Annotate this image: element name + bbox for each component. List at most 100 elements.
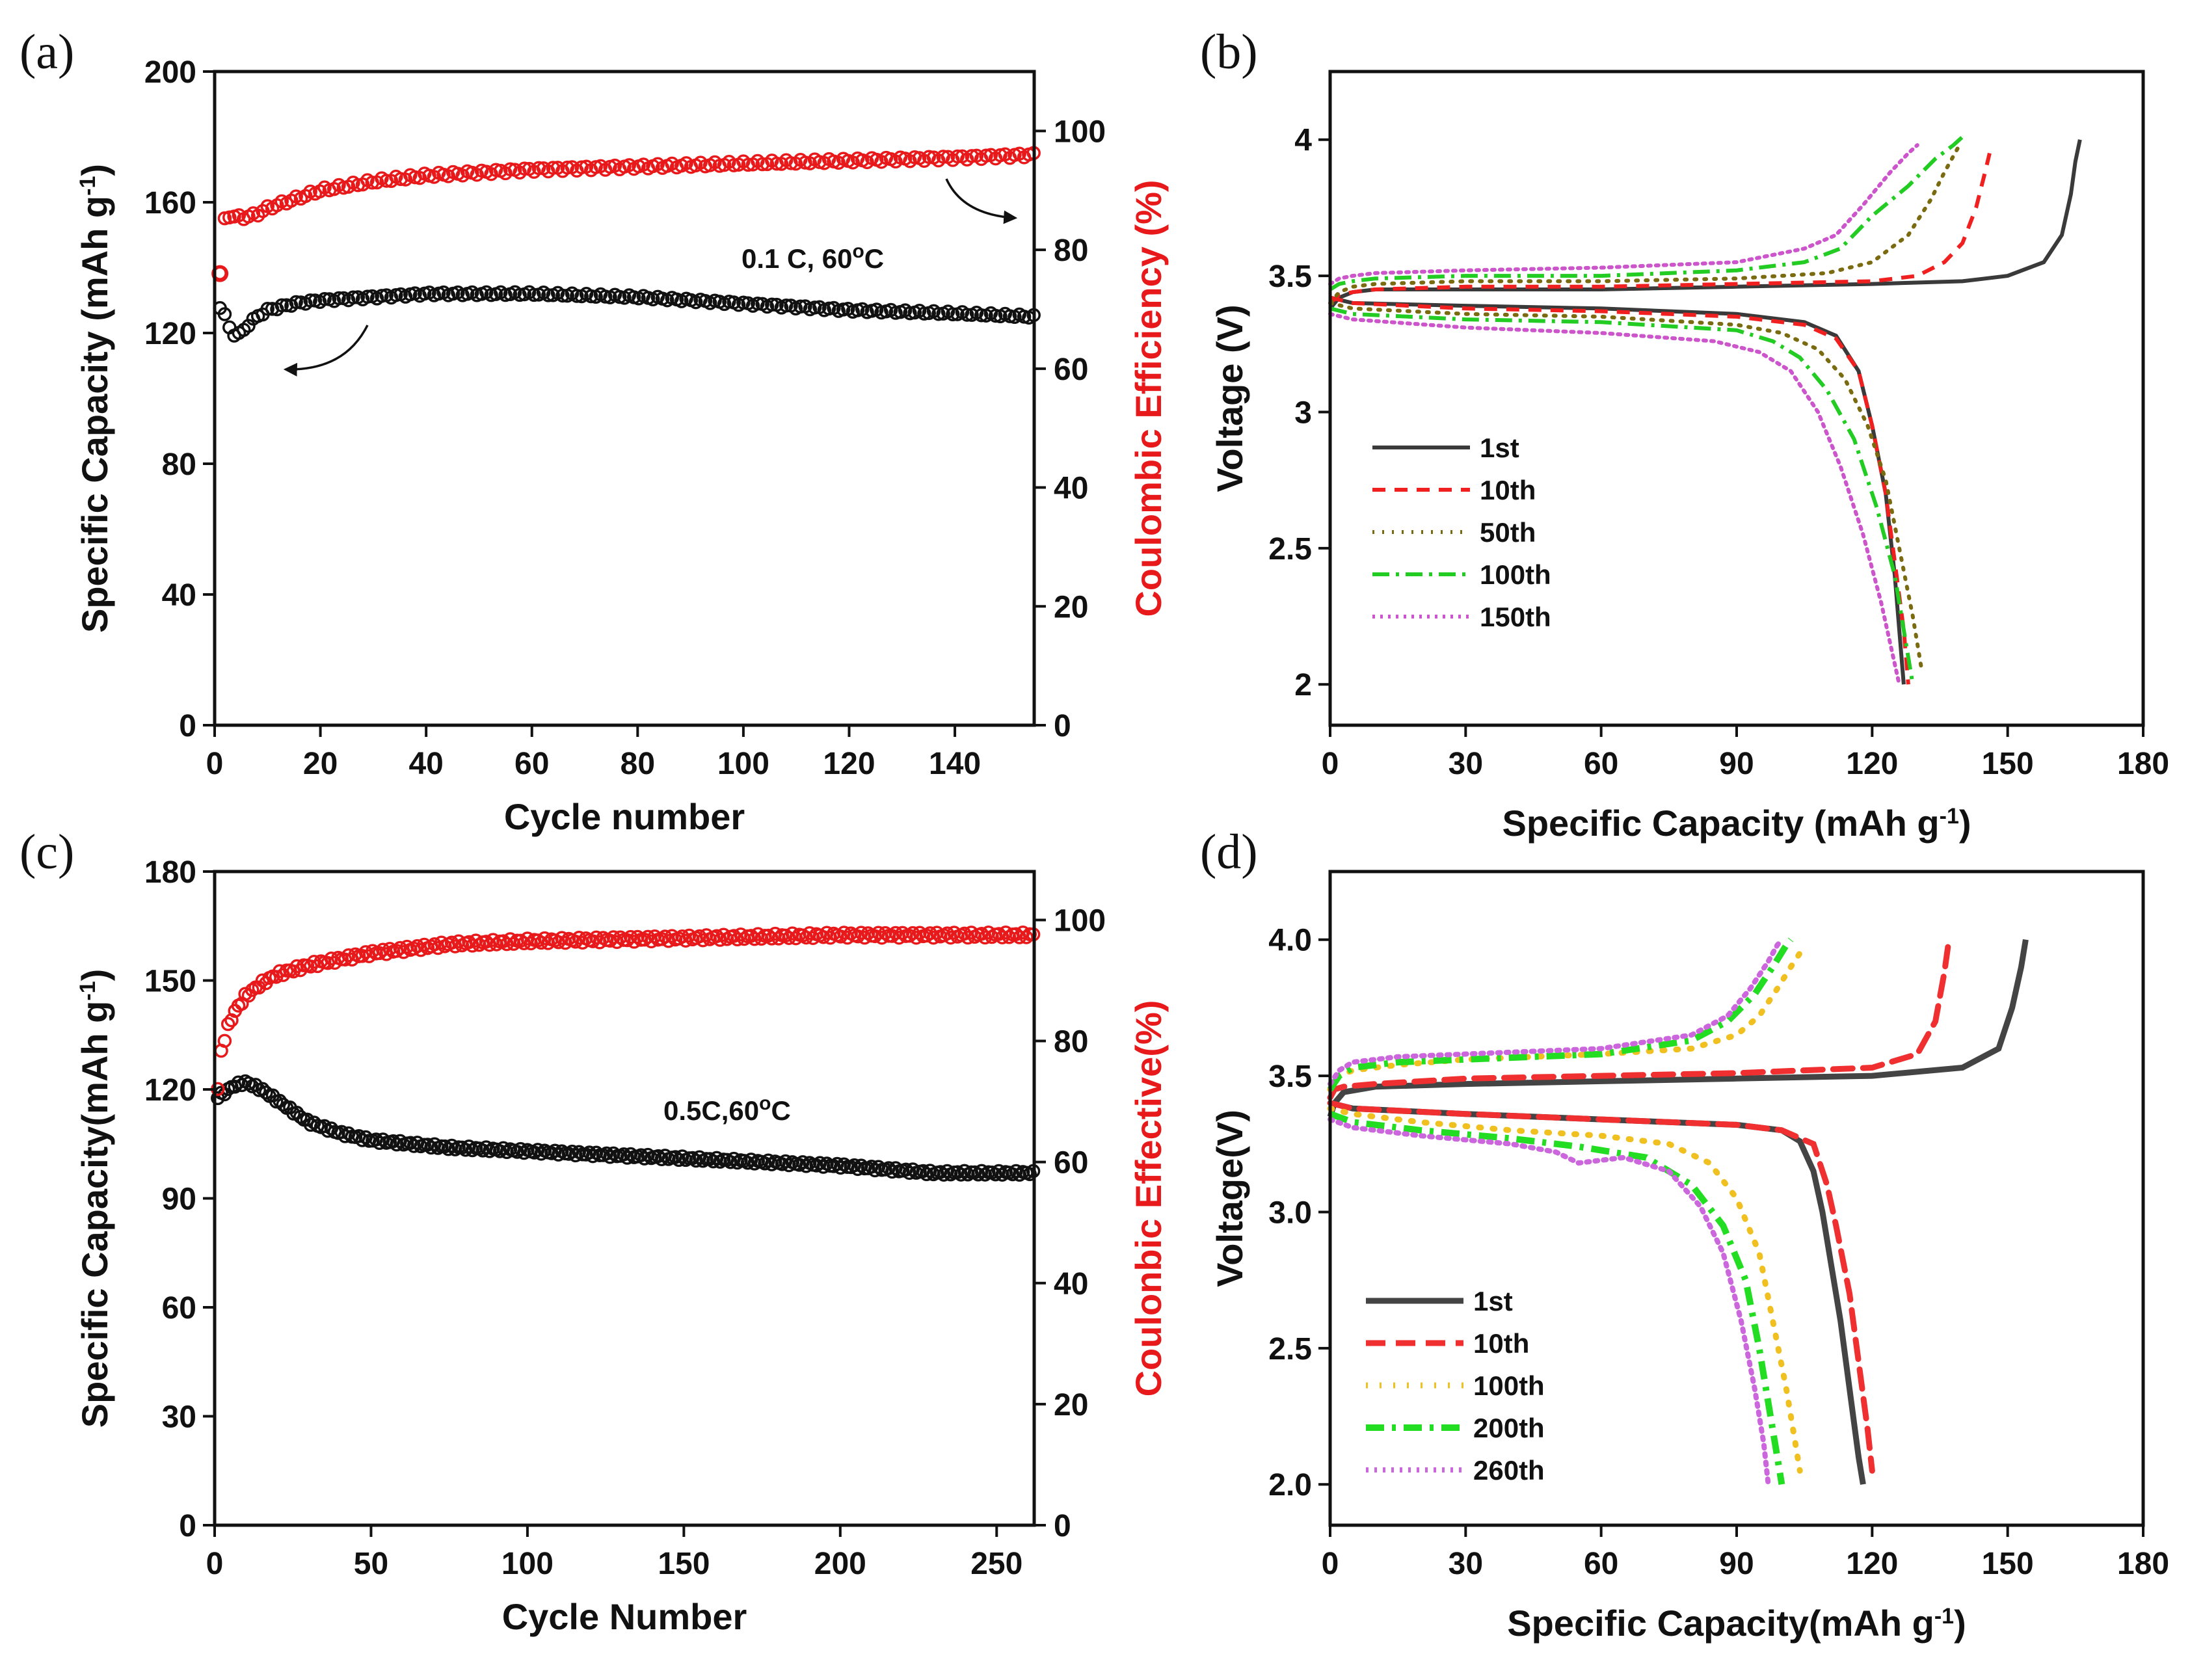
x-axis-label-c: Cycle Number: [502, 1596, 747, 1637]
legend-b: 1st 10th 50th 100th 150th: [1372, 433, 1551, 632]
y-tick-label-b: 2: [1294, 668, 1312, 702]
y-right-tick-label-c: 0: [1054, 1509, 1071, 1543]
data-point: [555, 288, 570, 303]
data-point: [682, 928, 697, 943]
data-point: [816, 1160, 831, 1174]
series-efficiency-a: [211, 146, 1041, 282]
x-tick-label-c: 250: [970, 1547, 1022, 1581]
data-point: [806, 931, 820, 945]
data-point: [417, 937, 431, 952]
data-point: [754, 931, 769, 946]
y-right-tick-label-c: 60: [1054, 1146, 1088, 1180]
data-point: [568, 1148, 583, 1163]
data-point: [289, 295, 303, 310]
y-tick-label-b: 4: [1294, 124, 1312, 158]
data-point: [974, 1164, 989, 1179]
data-point: [940, 1164, 955, 1179]
y-tick-label-d: 2.0: [1268, 1468, 1312, 1502]
plot-frame-a: [213, 70, 1036, 727]
y-axis-right-label-c: Coulonbic Effective(%): [1128, 1000, 1169, 1397]
y-right-tick-label-c: 80: [1054, 1025, 1088, 1060]
data-point: [400, 939, 414, 954]
y-tick-label-a: 160: [144, 186, 196, 220]
data-point: [317, 291, 332, 306]
discharge-curve-100th: [1327, 1105, 1803, 1474]
condition-annotation-c: 0.5C,60oC: [663, 1093, 791, 1127]
data-point: [360, 289, 375, 304]
data-point: [807, 300, 822, 315]
data-point: [273, 964, 287, 978]
x-tick-label-d: 0: [1322, 1547, 1339, 1581]
x-tick-label-d: 180: [2117, 1547, 2169, 1581]
x-tick-label-c: 200: [814, 1547, 866, 1581]
series-1st: [1328, 139, 2082, 685]
legend-label-1st: 1st: [1473, 1286, 1513, 1316]
data-point: [274, 298, 289, 313]
data-point: [507, 937, 521, 951]
x-tick-label-a: 20: [303, 747, 338, 781]
x-tick-label-a: 40: [408, 747, 443, 781]
x-tick-label-b: 90: [1719, 747, 1754, 781]
y-tick-label-d: 2.5: [1268, 1332, 1312, 1367]
data-point: [1012, 1167, 1027, 1182]
y-tick-label-d: 4.0: [1268, 924, 1312, 958]
data-point: [793, 299, 808, 314]
data-point: [902, 1166, 916, 1180]
x-tick-label-c: 50: [354, 1547, 388, 1581]
y-right-tick-label-c: 40: [1054, 1267, 1088, 1301]
data-point: [782, 1158, 796, 1173]
series-100th: [1329, 135, 1964, 685]
data-point: [833, 1160, 848, 1175]
x-tick-label-d: 60: [1584, 1547, 1618, 1581]
data-point: [534, 1147, 548, 1161]
data-point: [513, 287, 527, 302]
y-tick-label-d: 3.0: [1268, 1195, 1312, 1230]
x-axis-label-b: Specific Capacity (mAh g-1): [1502, 803, 1971, 844]
x-tick-label-a: 100: [717, 747, 769, 781]
series-10th: [1327, 937, 1952, 1474]
x-tick-label-a: 120: [823, 747, 875, 781]
panel-label-a: (a): [20, 25, 74, 79]
data-point: [585, 1149, 600, 1164]
data-point: [211, 265, 229, 282]
data-point: [524, 936, 538, 951]
plot-frame-c: [213, 870, 1036, 1527]
charge-curve-10th: [1328, 152, 1992, 305]
charge-curve-1st: [1327, 939, 2029, 1118]
data-point: [217, 1033, 232, 1048]
plot-frame-b: [1328, 70, 2145, 727]
data-point: [885, 1164, 900, 1179]
x-tick-label-a: 80: [621, 747, 655, 781]
legend-label-150th: 150th: [1480, 602, 1551, 632]
x-tick-label-a: 60: [514, 747, 549, 781]
data-point: [788, 931, 803, 946]
data-point: [574, 160, 589, 174]
data-point: [603, 1150, 617, 1164]
legend-d: 1st 10th 100th 200th 260th: [1366, 1286, 1545, 1486]
charge-curve-100th: [1327, 950, 1803, 1093]
data-point: [988, 308, 1003, 323]
data-point: [293, 1110, 308, 1124]
data-point: [630, 929, 645, 944]
data-point: [895, 926, 910, 940]
data-point: [868, 1163, 882, 1178]
data-point: [489, 937, 504, 952]
y-tick-label-c: 60: [162, 1291, 196, 1326]
x-tick-label-b: 60: [1584, 747, 1618, 781]
x-tick-label-c: 0: [206, 1547, 224, 1581]
y-tick-label-b: 3.5: [1268, 260, 1312, 294]
legend-label-200th: 200th: [1473, 1413, 1545, 1443]
charge-curve-50th: [1328, 146, 1960, 305]
data-point: [332, 291, 346, 306]
discharge-curve-100th: [1329, 306, 1915, 685]
x-tick-label-b: 180: [2117, 747, 2169, 781]
y-axis-label-b: Voltage (V): [1209, 304, 1250, 492]
data-point: [931, 306, 946, 321]
data-point: [946, 307, 960, 321]
y-tick-label-c: 150: [144, 965, 196, 999]
data-point: [771, 931, 786, 946]
series-10th: [1328, 152, 1992, 685]
x-tick-label-d: 90: [1719, 1547, 1754, 1581]
panel-label-d: (d): [1200, 825, 1258, 879]
series-100th: [1327, 950, 1803, 1474]
